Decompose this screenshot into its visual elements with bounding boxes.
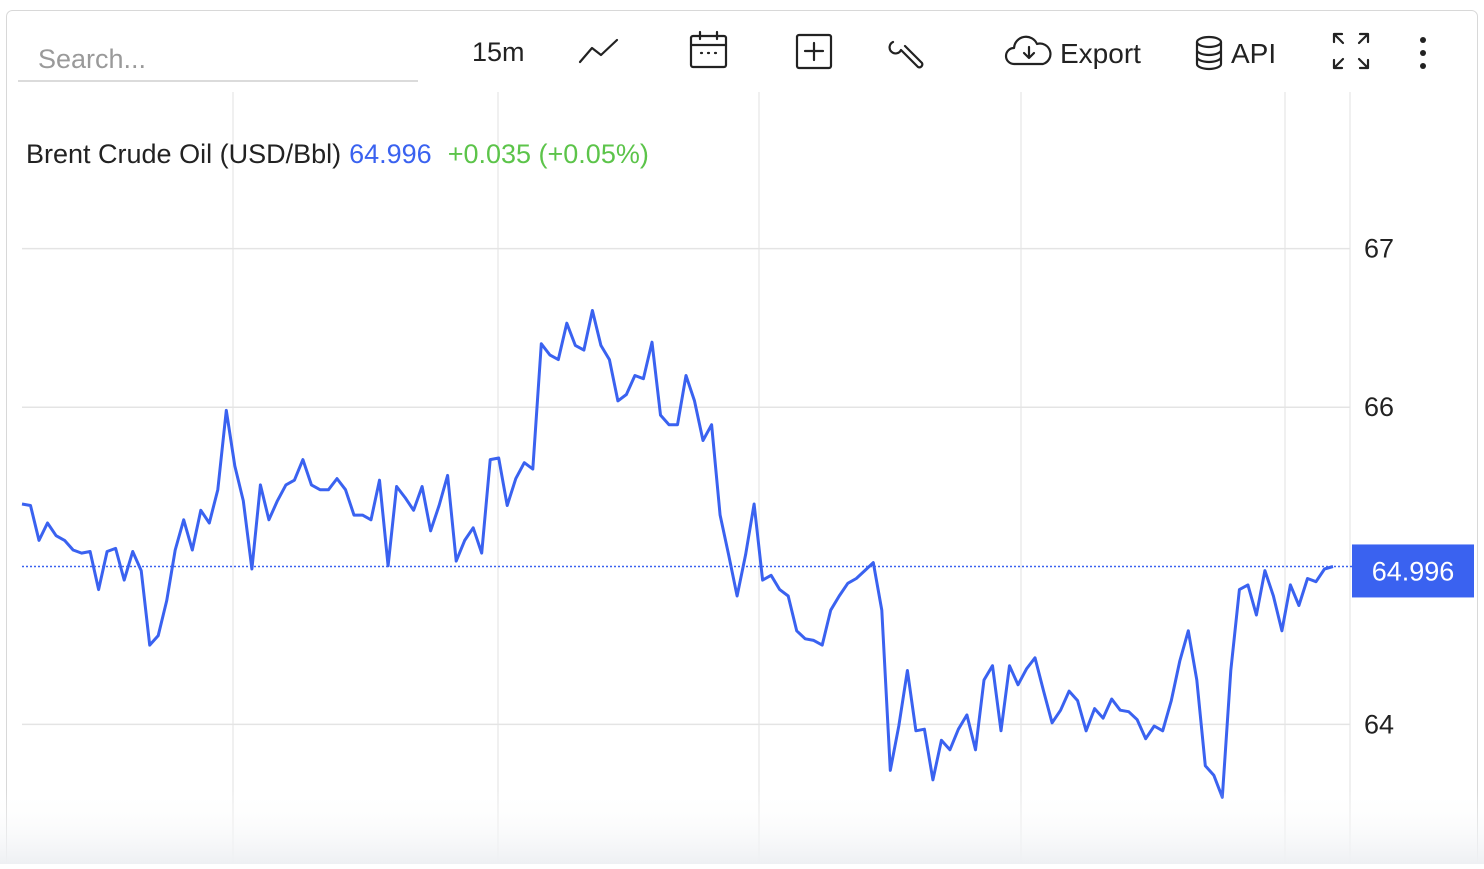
y-tick-label: 66 xyxy=(1364,392,1394,422)
last-price-label: 64.996 xyxy=(1372,556,1455,586)
api-label: API xyxy=(1231,38,1276,69)
settings-icon[interactable] xyxy=(888,40,924,69)
calendar-icon[interactable] xyxy=(689,30,728,69)
chart-type-icon[interactable] xyxy=(578,38,619,64)
api-button[interactable]: API xyxy=(1195,35,1276,71)
price-line xyxy=(21,309,1334,799)
interval-button[interactable]: 15m xyxy=(472,37,525,67)
export-label: Export xyxy=(1060,38,1141,69)
legend-header: Brent Crude Oil (USD/Bbl) 64.996 +0.035 (+… xyxy=(26,139,649,169)
y-tick-label: 64 xyxy=(1364,709,1394,739)
instrument-name: Brent Crude Oil (USD/Bbl) xyxy=(26,139,341,169)
search-placeholder: Search... xyxy=(38,44,146,74)
widget-frame xyxy=(6,10,1478,869)
y-tick-label: 67 xyxy=(1364,234,1394,264)
add-indicator-icon[interactable] xyxy=(795,33,833,70)
fullscreen-icon[interactable] xyxy=(1332,32,1370,70)
more-menu-icon[interactable] xyxy=(1420,37,1426,69)
plot-area: 64 66 67 64.996 xyxy=(21,234,1474,799)
vertical-grid xyxy=(232,92,1351,864)
last-price-box xyxy=(1352,544,1474,598)
search-box[interactable]: Search... xyxy=(18,44,418,82)
bottom-fade xyxy=(0,790,1484,864)
header-price: 64.996 xyxy=(349,139,432,169)
header-change: +0.035 (+0.05%) xyxy=(448,139,649,169)
export-button[interactable]: Export xyxy=(1004,35,1141,69)
